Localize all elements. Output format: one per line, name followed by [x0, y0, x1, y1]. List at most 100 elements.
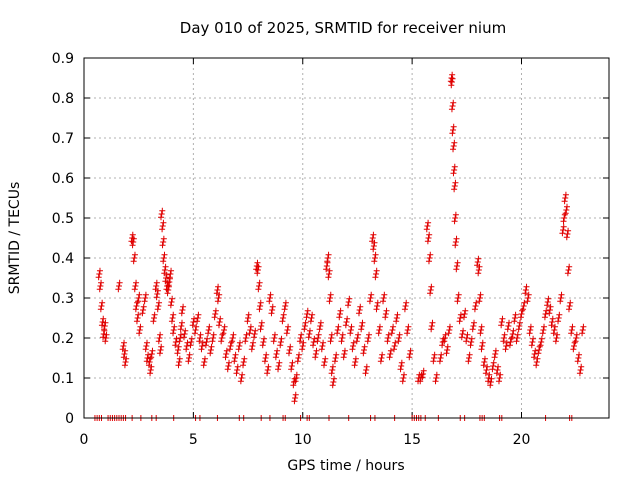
data-point: [142, 346, 149, 353]
x-axis-label: GPS time / hours: [287, 458, 404, 474]
data-point: [551, 323, 558, 330]
data-point: [146, 359, 153, 365]
data-point: [144, 339, 150, 346]
data-point: [229, 335, 236, 341]
data-point: [159, 242, 166, 249]
data-point: [179, 307, 186, 313]
data-point: [269, 303, 276, 310]
data-point: [175, 362, 182, 369]
data-point: [341, 347, 348, 354]
data-point: [450, 170, 457, 177]
data-point: [300, 339, 307, 346]
data-point: [510, 327, 517, 334]
data-point: [514, 331, 521, 338]
data-point: [424, 223, 431, 229]
data-point: [292, 391, 299, 398]
data-point: [293, 375, 300, 381]
data-point: [133, 318, 140, 325]
data-point: [536, 347, 542, 353]
data-point: [501, 335, 507, 341]
data-point: [121, 351, 128, 357]
data-point: [456, 318, 463, 325]
data-point: [139, 310, 146, 317]
data-point: [147, 367, 154, 373]
data-point: [177, 331, 184, 338]
data-point: [360, 350, 367, 357]
data-point: [350, 339, 357, 346]
data-point: [424, 238, 431, 245]
data-point: [476, 295, 483, 301]
data-point: [545, 295, 552, 302]
data-point: [329, 367, 336, 373]
data-point: [298, 331, 305, 338]
data-point: [194, 315, 201, 321]
data-point: [463, 338, 470, 345]
data-point: [377, 358, 384, 365]
data-point: [498, 319, 505, 325]
data-point: [355, 331, 362, 338]
data-point: [562, 191, 569, 198]
data-point: [255, 286, 262, 293]
data-point: [379, 351, 386, 358]
data-point: [378, 355, 385, 361]
data-point: [240, 359, 247, 365]
data-point: [525, 291, 532, 298]
data-point: [521, 299, 528, 306]
data-point: [301, 323, 308, 329]
data-point: [280, 315, 287, 321]
data-point: [490, 363, 497, 369]
data-point: [218, 335, 225, 341]
data-point: [441, 335, 448, 341]
data-point: [489, 366, 496, 373]
data-point: [221, 327, 227, 333]
data-point: [214, 298, 221, 305]
data-point: [193, 323, 200, 330]
data-point: [453, 266, 460, 273]
data-point: [101, 323, 108, 329]
data-point: [130, 235, 137, 242]
data-point: [370, 231, 377, 238]
data-point: [240, 362, 247, 369]
data-point: [167, 271, 174, 277]
data-point: [296, 338, 303, 345]
data-point: [169, 295, 176, 302]
data-point: [453, 263, 460, 269]
data-point: [145, 351, 152, 358]
data-point: [406, 354, 413, 361]
data-point: [269, 307, 276, 313]
data-point: [511, 315, 518, 321]
data-point: [460, 327, 467, 334]
data-point: [394, 311, 401, 318]
data-point: [546, 307, 553, 313]
data-point: [560, 218, 567, 225]
data-point: [517, 314, 524, 321]
data-point: [469, 326, 476, 333]
data-point: [241, 355, 248, 362]
data-point: [387, 351, 394, 357]
data-point: [257, 303, 264, 309]
data-point: [423, 226, 430, 233]
data-point: [304, 311, 311, 317]
data-point: [516, 323, 523, 329]
data-point: [495, 378, 502, 385]
data-point: [467, 342, 474, 349]
data-point: [134, 299, 141, 306]
data-point: [561, 215, 568, 221]
data-point: [488, 375, 495, 382]
data-point: [155, 303, 162, 309]
data-point: [481, 359, 488, 365]
data-point: [464, 331, 471, 338]
data-point: [479, 339, 486, 346]
data-point: [250, 334, 257, 341]
data-point: [538, 335, 545, 342]
chart-title: Day 010 of 2025, SRMTID for receiver niu…: [180, 19, 506, 37]
data-point: [428, 323, 435, 329]
data-point: [485, 375, 492, 381]
data-point: [564, 270, 571, 277]
data-point: [155, 338, 162, 345]
data-point: [426, 255, 433, 261]
data-point: [160, 258, 167, 265]
data-point: [579, 327, 586, 333]
data-point: [324, 258, 331, 265]
data-point: [385, 335, 392, 341]
